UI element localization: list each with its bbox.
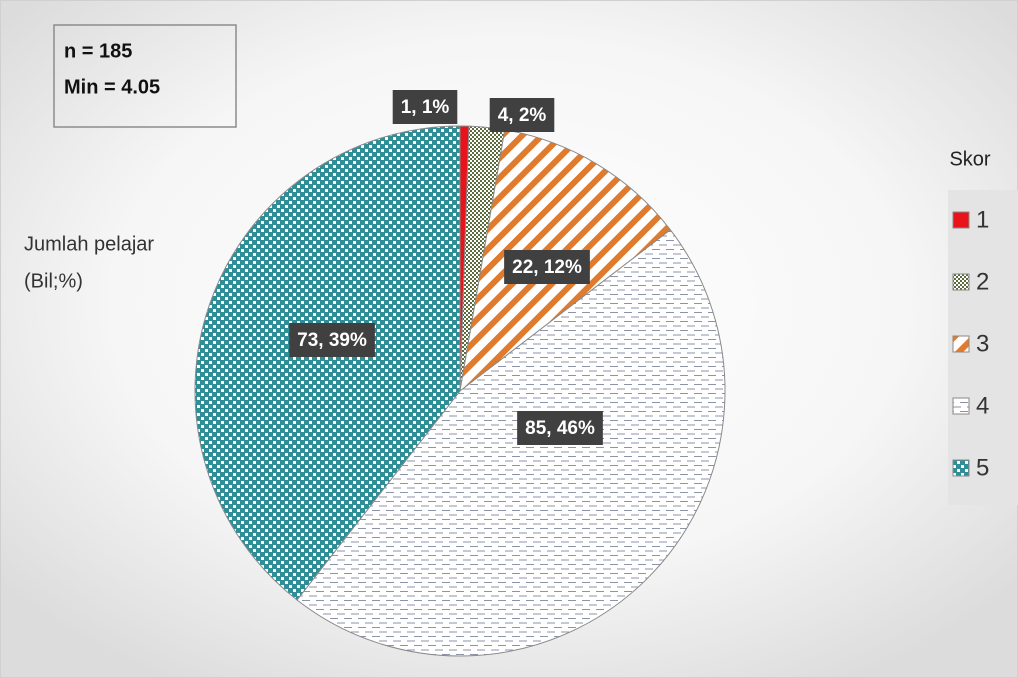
legend-swatch bbox=[952, 397, 970, 415]
legend-swatch bbox=[952, 273, 970, 291]
legend-label: 4 bbox=[976, 392, 989, 419]
annotation-line: n = 185 bbox=[64, 40, 132, 62]
data-label-box bbox=[489, 98, 555, 132]
data-label: 22, 12% bbox=[512, 257, 582, 278]
series-label: (Bil;%) bbox=[24, 270, 83, 292]
annotation-line: Min = 4.05 bbox=[64, 76, 160, 98]
data-label-box bbox=[504, 250, 590, 284]
legend-label: 1 bbox=[976, 206, 989, 233]
legend-title: Skor bbox=[949, 148, 990, 170]
annotation-box bbox=[53, 24, 237, 128]
data-label: 85, 46% bbox=[525, 418, 595, 439]
pie-slice bbox=[194, 125, 461, 601]
legend-label: 2 bbox=[976, 268, 989, 295]
pie-slice bbox=[296, 229, 726, 657]
legend-swatch bbox=[952, 211, 970, 229]
legend-label: 5 bbox=[976, 454, 989, 481]
data-label: 73, 39% bbox=[297, 330, 367, 351]
data-label-box bbox=[289, 323, 375, 357]
legend-label: 3 bbox=[976, 330, 989, 357]
data-label-box bbox=[517, 411, 603, 445]
data-label: 1, 1% bbox=[401, 97, 450, 118]
data-label: 4, 2% bbox=[498, 105, 547, 126]
data-label-box bbox=[392, 90, 458, 124]
series-label: Jumlah pelajar bbox=[24, 233, 154, 255]
legend-swatch bbox=[952, 335, 970, 353]
legend-swatch bbox=[952, 459, 970, 477]
